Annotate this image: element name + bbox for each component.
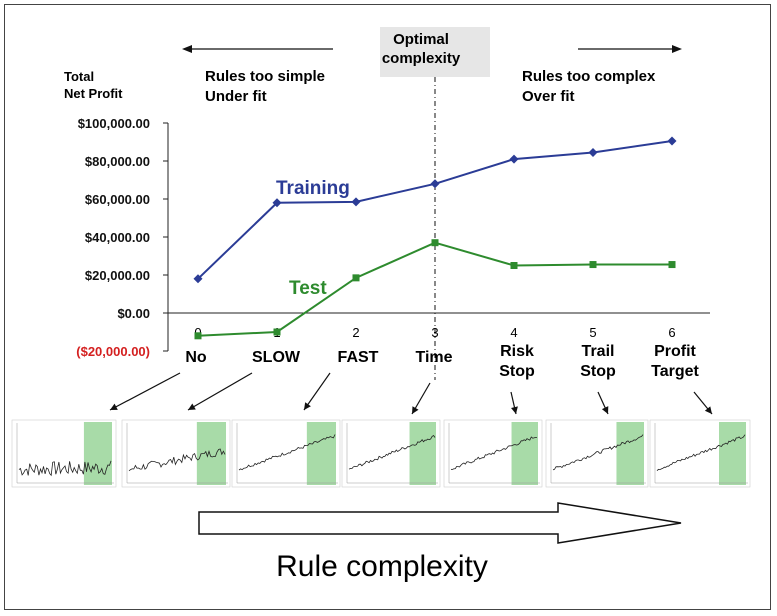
series-test	[194, 239, 676, 340]
under-fit-label-line: Under fit	[205, 88, 267, 105]
y-tick-label: $0.00	[117, 306, 150, 321]
optimal-complexity-label-line: Optimal	[393, 31, 449, 48]
series-label-training: Training	[276, 178, 350, 199]
pointer-arrow	[510, 391, 518, 415]
data-point	[273, 328, 281, 336]
category-label: No	[185, 349, 207, 366]
thumbnail-highlight	[719, 422, 746, 485]
over-fit-label-line: Over fit	[522, 88, 575, 105]
pointer-arrow	[597, 391, 609, 415]
y-tick-label: $100,000.00	[78, 116, 150, 131]
x-tick-label: 4	[510, 325, 517, 340]
y-axis-label: Total Net Profit	[64, 69, 123, 101]
thumbnail-highlight	[616, 422, 644, 485]
category-label: Time	[415, 349, 452, 366]
category-label: SLOW	[252, 349, 301, 366]
thumbnail-highlight	[306, 422, 336, 485]
data-point	[352, 274, 360, 282]
rule-complexity-label: Rule complexity	[276, 550, 488, 583]
category-label: FAST	[338, 349, 379, 366]
series-training	[193, 136, 677, 284]
thumbnail-highlight	[409, 422, 436, 485]
x-tick-label: 3	[431, 325, 438, 340]
data-point	[351, 197, 361, 207]
y-tick-label: $20,000.00	[85, 268, 150, 283]
y-tick-label: $40,000.00	[85, 230, 150, 245]
chart-series: Training Test	[193, 136, 677, 340]
thumbnail-chart	[545, 419, 649, 488]
y-tick-label: $80,000.00	[85, 154, 150, 169]
thumbnail-curve	[656, 434, 746, 471]
thumbnail-curve	[128, 448, 226, 472]
under-fit-label-line: Rules too simple	[205, 68, 325, 85]
data-point	[193, 274, 203, 284]
left-direction-arrow	[182, 45, 333, 53]
under-fit-label: Rules too simple Under fit	[205, 68, 325, 105]
thumbnail-pointers	[109, 372, 713, 415]
pointer-arrow	[109, 372, 181, 411]
data-point	[588, 147, 598, 157]
data-point	[194, 332, 202, 340]
data-point	[668, 261, 676, 269]
thumbnail-curve	[18, 460, 112, 477]
data-point	[509, 154, 519, 164]
thumbnail-chart	[341, 419, 441, 488]
rule-complexity-arrow	[198, 502, 682, 544]
equity-curve-thumbnails	[11, 419, 751, 488]
data-point	[510, 262, 518, 269]
thumbnail-chart	[443, 419, 543, 488]
category-label: Risk Stop	[499, 343, 535, 380]
thumbnail-curve	[238, 434, 336, 471]
thumbnail-chart	[649, 419, 751, 488]
thumbnail-curve	[450, 436, 537, 470]
x-tick-label: 2	[352, 325, 359, 340]
category-labels: No SLOW FAST Time Risk Stop Trail Stop Profit Tar…	[185, 343, 699, 380]
thumbnail-chart	[11, 419, 117, 488]
thumbnail-chart	[231, 419, 341, 488]
chart-axes: ($20,000.00) $0.00 $20,000.00 $40,000.00 $60…	[76, 77, 710, 380]
data-point	[430, 179, 440, 189]
thumbnail-chart	[121, 419, 231, 488]
figure-frame	[4, 4, 771, 610]
data-point	[431, 239, 439, 247]
optimal-complexity-label-line: complexity	[382, 50, 461, 67]
thumbnail-curve	[552, 434, 644, 471]
x-tick-label: 5	[589, 325, 596, 340]
pointer-arrow	[411, 382, 431, 415]
data-point	[667, 136, 677, 146]
category-label: Profit Target	[651, 343, 699, 380]
over-fit-label-line: Rules too complex	[522, 68, 656, 85]
y-tick-label: $60,000.00	[85, 192, 150, 207]
series-label-test: Test	[289, 278, 327, 299]
data-point	[272, 198, 282, 208]
y-axis-label-line: Total	[64, 69, 94, 84]
over-fit-label: Rules too complex Over fit	[522, 68, 656, 105]
pointer-arrow	[303, 372, 331, 411]
optimal-label-box	[380, 27, 490, 77]
pointer-arrow	[693, 391, 713, 415]
optimal-complexity-label: Optimal complexity	[382, 31, 461, 67]
x-tick-label: 6	[668, 325, 675, 340]
pointer-arrow	[187, 372, 253, 411]
thumbnail-highlight	[83, 422, 112, 485]
right-direction-arrow	[578, 45, 682, 53]
category-label: Trail Stop	[580, 343, 616, 380]
data-point	[589, 261, 597, 269]
y-tick-label: ($20,000.00)	[76, 344, 150, 359]
y-axis-label-line: Net Profit	[64, 86, 123, 101]
thumbnail-curve	[348, 434, 436, 470]
thumbnail-highlight	[511, 422, 538, 485]
